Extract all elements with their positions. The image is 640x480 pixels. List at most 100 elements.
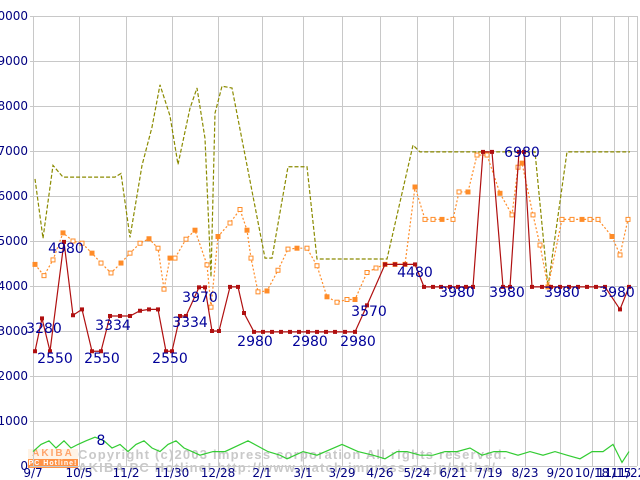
data-point-marker [178,313,182,318]
data-point-marker [430,216,436,222]
data-point-marker [236,284,240,289]
data-point-marker [98,260,104,266]
data-point-marker [537,242,543,248]
data-point-marker [41,273,47,279]
data-point-marker [297,329,301,334]
data-point-marker [558,284,562,289]
data-point-marker [227,220,233,226]
data-point-marker [497,190,503,196]
data-point-marker [215,234,221,239]
data-point-marker [127,250,133,256]
data-point-marker [270,329,274,334]
data-label: 3334 [95,318,131,334]
data-point-marker [471,284,475,289]
data-point-marker [490,149,494,154]
data-label: 3970 [182,290,218,306]
data-point-marker [255,289,261,295]
data-point-marker [403,262,407,267]
data-point-marker [137,240,143,246]
data-point-marker [167,255,173,261]
y-tick-label: 0 [20,459,28,473]
data-point-marker [519,160,525,166]
data-point-marker [594,284,598,289]
x-tick-label: 2/1 [252,466,271,480]
data-point-marker [156,307,160,312]
data-point-marker [576,284,580,289]
data-point-marker [422,216,428,222]
series-orange-dashed-price [32,152,631,310]
data-point-marker [456,189,462,195]
data-point-marker [184,313,188,318]
x-tick-label: 11/30 [155,466,190,480]
y-tick-label: 7000 [0,144,28,158]
data-point-marker [603,284,607,289]
data-point-marker [62,239,66,244]
data-point-marker [79,240,85,246]
logo-akiba-text: AKIBA [28,449,78,459]
data-point-marker [248,255,254,261]
data-point-marker [373,265,379,271]
series-line [34,84,630,287]
data-point-marker [306,329,310,334]
x-tick-label: 11/22 [611,466,640,480]
data-point-marker [595,216,601,222]
data-point-marker [118,313,122,318]
series-red-solid-price [33,149,631,354]
data-point-marker [324,294,330,300]
data-label: 3980 [439,285,475,301]
data-point-marker [567,284,571,289]
data-point-marker [242,311,246,315]
data-label: 2980 [292,334,328,350]
data-point-marker [364,270,370,275]
data-point-marker [33,349,37,354]
gridlines [30,16,638,467]
data-point-marker [228,284,232,289]
data-label: 2550 [152,351,188,367]
x-tick-label: 3/1 [293,466,312,480]
data-label: 2980 [340,334,376,350]
y-tick-label: 4000 [0,279,28,293]
x-tick-label: 12/28 [201,466,236,480]
data-point-marker [170,349,174,354]
data-point-marker [210,329,214,333]
data-point-marker [517,149,521,154]
data-point-marker [48,349,52,354]
data-point-marker [343,329,347,334]
data-point-marker [264,288,270,294]
data-point-marker [618,307,622,312]
y-tick-label: 2000 [0,369,28,383]
data-point-marker [138,308,142,313]
data-point-marker [315,329,319,334]
x-tick-label: 11/2 [113,466,140,480]
data-point-marker [237,207,243,212]
data-label: 6980 [504,145,540,161]
data-point-marker [217,329,221,333]
data-label: 3980 [544,285,580,301]
x-tick-label: 11/15 [597,466,632,480]
data-point-marker [275,267,281,273]
data-point-marker [261,329,265,334]
data-point-marker [509,212,515,218]
data-point-marker [481,149,485,154]
data-point-marker [60,230,66,236]
data-point-marker [147,307,151,312]
series-olive-dashed-price [34,84,630,287]
data-point-marker [484,152,490,158]
data-point-marker [465,189,471,195]
data-point-marker [413,262,417,267]
data-point-marker [559,216,565,222]
data-point-marker [609,234,615,239]
data-point-marker [128,313,132,318]
data-point-marker [579,216,585,222]
data-point-marker [333,329,337,334]
data-point-marker [530,284,534,289]
data-point-marker [617,252,623,258]
data-point-marker [146,236,152,242]
data-point-marker [393,262,397,267]
x-tick-label: 10/5 [66,466,93,480]
x-tick-label: 8/23 [512,466,539,480]
data-point-marker [164,349,168,354]
data-point-marker [334,299,340,305]
data-label: 3334 [172,315,208,331]
data-label: 3980 [599,285,635,301]
